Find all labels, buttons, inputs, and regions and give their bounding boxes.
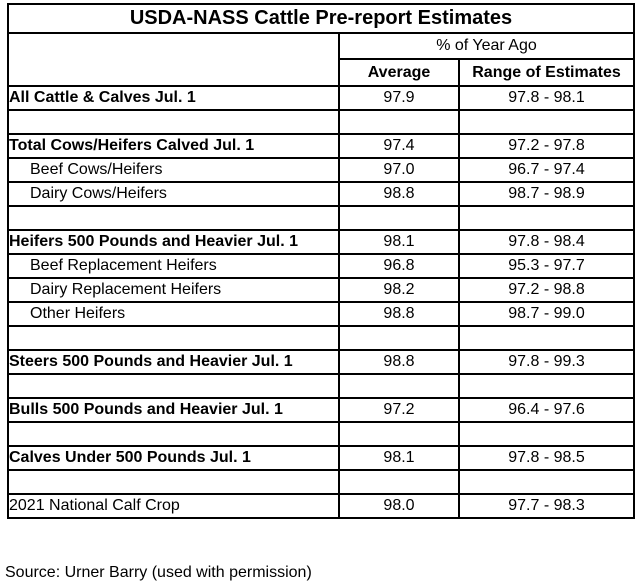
spacer-row (7, 325, 635, 351)
average-value: 97.4 (338, 133, 460, 159)
spacer-average-cell (338, 205, 460, 231)
table-row: Other Heifers 98.8 98.7 - 99.0 (7, 301, 635, 327)
group-header-row: % of Year Ago (7, 32, 635, 87)
spacer-label-cell (7, 469, 340, 495)
table-row: Total Cows/Heifers Calved Jul. 1 97.4 97.2… (7, 133, 635, 159)
average-value: 97.9 (338, 85, 460, 111)
spacer-average-cell (338, 109, 460, 135)
range-value: 97.8 - 99.3 (458, 349, 635, 375)
spacer-row (7, 421, 635, 447)
average-value: 98.8 (338, 349, 460, 375)
table-row: Heifers 500 Pounds and Heavier Jul. 1 98.… (7, 229, 635, 255)
spacer-label-cell (7, 373, 340, 399)
row-label: Other Heifers (7, 301, 340, 327)
row-label: All Cattle & Calves Jul. 1 (7, 85, 340, 111)
spacer-average-cell (338, 373, 460, 399)
table-row: Beef Replacement Heifers 96.8 95.3 - 97.7 (7, 253, 635, 279)
average-value: 97.2 (338, 397, 460, 423)
spacer-range-cell (458, 325, 635, 351)
table-row: All Cattle & Calves Jul. 1 97.9 97.8 - 98.… (7, 85, 635, 111)
average-value: 98.1 (338, 229, 460, 255)
range-value: 95.3 - 97.7 (458, 253, 635, 279)
title-row: USDA-NASS Cattle Pre-report Estimates (7, 3, 635, 34)
range-value: 97.2 - 97.8 (458, 133, 635, 159)
spacer-average-cell (338, 325, 460, 351)
average-value: 98.8 (338, 301, 460, 327)
row-label: Heifers 500 Pounds and Heavier Jul. 1 (7, 229, 340, 255)
average-column-header: Average (338, 58, 460, 87)
row-label: 2021 National Calf Crop (7, 493, 340, 519)
row-label: Bulls 500 Pounds and Heavier Jul. 1 (7, 397, 340, 423)
corner-cell (7, 32, 340, 87)
spacer-row (7, 205, 635, 231)
table-row: 2021 National Calf Crop 98.0 97.7 - 98.3 (7, 493, 635, 519)
spacer-average-cell (338, 421, 460, 447)
table-body: All Cattle & Calves Jul. 1 97.9 97.8 - 98.… (7, 85, 635, 519)
estimates-table: USDA-NASS Cattle Pre-report Estimates % … (7, 3, 635, 519)
spacer-label-cell (7, 205, 340, 231)
average-value: 98.0 (338, 493, 460, 519)
average-value: 98.1 (338, 445, 460, 471)
spacer-label-cell (7, 421, 340, 447)
spacer-range-cell (458, 373, 635, 399)
row-label: Beef Replacement Heifers (7, 253, 340, 279)
spacer-range-cell (458, 109, 635, 135)
average-value: 96.8 (338, 253, 460, 279)
table-row: Dairy Replacement Heifers 98.2 97.2 - 98.8 (7, 277, 635, 303)
spacer-average-cell (338, 469, 460, 495)
spacer-label-cell (7, 325, 340, 351)
spacer-row (7, 469, 635, 495)
range-value: 96.4 - 97.6 (458, 397, 635, 423)
spacer-label-cell (7, 109, 340, 135)
table-row: Bulls 500 Pounds and Heavier Jul. 1 97.2 9… (7, 397, 635, 423)
spacer-row (7, 373, 635, 399)
row-label: Beef Cows/Heifers (7, 157, 340, 183)
range-value: 97.8 - 98.4 (458, 229, 635, 255)
column-header-row: Average Range of Estimates (8, 58, 635, 87)
average-value: 98.8 (338, 181, 460, 207)
spacer-range-cell (458, 205, 635, 231)
row-label: Dairy Cows/Heifers (7, 181, 340, 207)
range-value: 98.7 - 99.0 (458, 301, 635, 327)
average-value: 98.2 (338, 277, 460, 303)
range-value: 97.7 - 98.3 (458, 493, 635, 519)
range-value: 97.8 - 98.5 (458, 445, 635, 471)
percent-of-year-ago-header: % of Year Ago (338, 32, 635, 60)
table-row: Dairy Cows/Heifers 98.8 98.7 - 98.9 (7, 181, 635, 207)
range-value: 97.8 - 98.1 (458, 85, 635, 111)
row-label: Dairy Replacement Heifers (7, 277, 340, 303)
range-value: 97.2 - 98.8 (458, 277, 635, 303)
table-row: Steers 500 Pounds and Heavier Jul. 1 98.8… (7, 349, 635, 375)
row-label: Steers 500 Pounds and Heavier Jul. 1 (7, 349, 340, 375)
average-value: 97.0 (338, 157, 460, 183)
range-value: 96.7 - 97.4 (458, 157, 635, 183)
row-label: Calves Under 500 Pounds Jul. 1 (7, 445, 340, 471)
spacer-row (7, 109, 635, 135)
table-row: Beef Cows/Heifers 97.0 96.7 - 97.4 (7, 157, 635, 183)
range-value: 98.7 - 98.9 (458, 181, 635, 207)
row-label: Total Cows/Heifers Calved Jul. 1 (7, 133, 340, 159)
table-row: Calves Under 500 Pounds Jul. 1 98.1 97.8 -… (7, 445, 635, 471)
source-attribution: Source: Urner Barry (used with permissio… (5, 564, 312, 581)
page-title: USDA-NASS Cattle Pre-report Estimates (7, 3, 635, 34)
spacer-range-cell (458, 421, 635, 447)
spacer-range-cell (458, 469, 635, 495)
range-column-header: Range of Estimates (458, 58, 635, 87)
